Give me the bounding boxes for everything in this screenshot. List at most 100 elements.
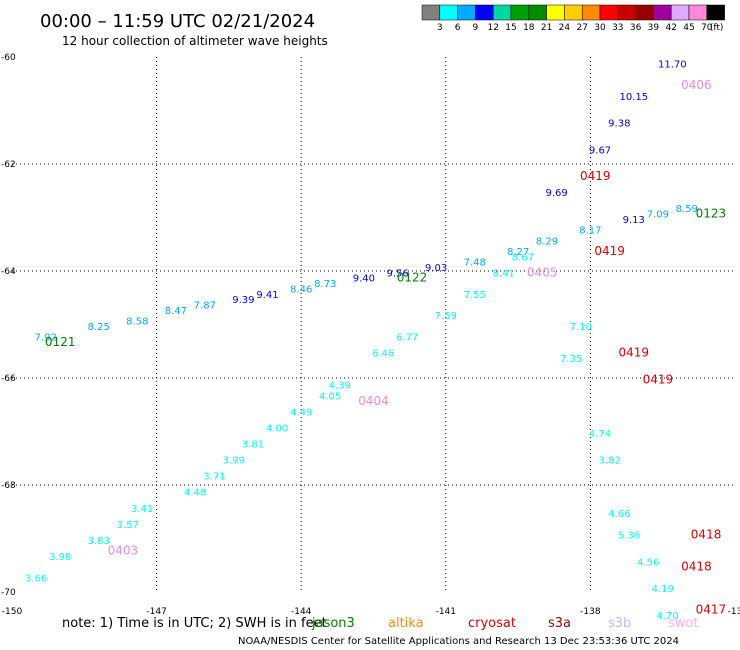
swh-value: 4.49 xyxy=(290,407,312,418)
swh-value: 7.10 xyxy=(570,322,592,333)
colorbar-legend: 3 6 9 12 15 18 21 24 27 30 33 36 39 42 45 70(ft) xyxy=(421,4,725,33)
swh-value: 4.19 xyxy=(652,584,674,595)
swh-value: 8.58 xyxy=(126,317,148,328)
colorbar-swatch xyxy=(670,4,690,21)
swh-value: 3.83 xyxy=(88,536,110,547)
colorbar-swatch xyxy=(492,4,512,21)
colorbar-tick-label: 9 xyxy=(473,23,479,33)
swh-value: 7.35 xyxy=(560,354,582,365)
pass-time-label: 0405 xyxy=(527,265,558,279)
pass-time-labels: 0121 0122 0123 0404 0405 0406 0403 0419 0419 0419… xyxy=(45,78,726,616)
swh-value: 8.73 xyxy=(314,279,336,290)
colorbar-swatch xyxy=(706,4,725,21)
swh-value: 4.66 xyxy=(608,509,630,520)
chart-title: 00:00 – 11:59 UTC 02/21/2024 xyxy=(40,11,315,32)
satellite-legend: jason3 altika cryosat s3a s3b swot xyxy=(311,616,698,631)
colorbar-swatch xyxy=(421,4,441,21)
colorbar-tick-label: 12 xyxy=(487,23,498,33)
swh-value: 3.81 xyxy=(242,440,264,451)
swh-value: 7.55 xyxy=(464,290,486,301)
swh-value: 7.87 xyxy=(194,300,216,311)
footnote: note: 1) Time is in UTC; 2) SWH is in fe… xyxy=(62,616,327,631)
colorbar-tick-label: 70 xyxy=(701,23,713,33)
y-tick-label: -68 xyxy=(1,481,16,491)
colorbar-tick-label: 15 xyxy=(505,23,516,33)
colorbar-unit: (ft) xyxy=(710,23,724,33)
x-tick-label: -150 xyxy=(2,607,23,617)
swh-value: 8.17 xyxy=(579,226,601,237)
colorbar-tick-label: 6 xyxy=(455,23,461,33)
pass-time-label: 0404 xyxy=(358,394,389,408)
swh-value: 8.46 xyxy=(290,284,312,295)
satellite-label: swot xyxy=(668,616,698,631)
swh-value: 6.77 xyxy=(396,333,418,344)
colorbar-tick-label: 24 xyxy=(559,23,571,33)
swh-value: 4.70 xyxy=(656,611,678,622)
chart-subtitle: 12 hour collection of altimeter wave hei… xyxy=(62,34,328,48)
swh-value: 4.39 xyxy=(329,381,351,392)
colorbar-tick-label: 45 xyxy=(683,23,694,33)
credit-line: NOAA/NESDIS Center for Satellite Applica… xyxy=(238,636,679,647)
y-tick-label: -62 xyxy=(1,160,16,170)
swh-value: 8.25 xyxy=(88,322,110,333)
pass-time-label: 0418 xyxy=(691,528,722,542)
colorbar-tick-label: 39 xyxy=(648,23,660,33)
swh-value: 4.05 xyxy=(319,391,341,402)
swh-value: 4.00 xyxy=(266,424,288,435)
swh-value: 9.39 xyxy=(232,295,254,306)
colorbar-swatch xyxy=(688,4,708,21)
swh-value: 8.41 xyxy=(493,268,515,279)
colorbar-swatch xyxy=(653,4,672,21)
colorbar-swatch xyxy=(528,4,547,21)
swh-value: 4.56 xyxy=(637,557,659,568)
swh-value: 6.46 xyxy=(372,349,394,360)
pass-time-label: 0121 xyxy=(45,335,76,349)
pass-time-label: 0419 xyxy=(594,244,625,258)
colorbar-tick-label: 42 xyxy=(665,23,676,33)
satellite-label: cryosat xyxy=(468,616,516,631)
colorbar-swatch xyxy=(546,4,565,21)
swh-value: 8.29 xyxy=(536,236,558,247)
x-tick-label: -141 xyxy=(436,607,456,617)
colorbar-tick-label: 18 xyxy=(523,23,535,33)
swh-value: 9.41 xyxy=(256,290,278,301)
swh-value: 7.09 xyxy=(647,210,669,221)
satellite-label: s3b xyxy=(608,616,631,631)
swh-value: 9.69 xyxy=(546,188,568,199)
swh-value: 10.15 xyxy=(619,92,648,103)
swh-value: 9.56 xyxy=(386,268,408,279)
swh-value: 8.67 xyxy=(512,252,534,263)
colorbar-swatch xyxy=(564,4,583,21)
satellite-label: altika xyxy=(388,616,424,631)
colorbar-tick-label: 33 xyxy=(612,23,623,33)
pass-time-label: 0406 xyxy=(681,78,712,92)
pass-time-label: 0417 xyxy=(696,602,727,616)
colorbar-swatch xyxy=(457,4,476,21)
swh-points: 7.92 8.25 8.58 8.47 7.87 8.46 8.73 7.48 8.27 8.29… xyxy=(25,60,698,622)
swh-value: 11.70 xyxy=(658,60,687,71)
y-tick-label: -60 xyxy=(1,53,16,63)
x-tick-label: -13 xyxy=(728,607,740,617)
swh-value: 7.59 xyxy=(435,311,457,322)
swh-value: 3.66 xyxy=(25,573,47,584)
swh-value: 3.99 xyxy=(223,456,245,467)
swh-value: 9.67 xyxy=(589,145,611,156)
swh-value: 9.40 xyxy=(353,274,375,285)
swh-value: 3.82 xyxy=(599,456,621,467)
swh-value: 9.38 xyxy=(608,119,630,130)
pass-time-label: 0403 xyxy=(108,544,139,558)
x-tick-label: -144 xyxy=(291,607,312,617)
pass-time-label: 0418 xyxy=(681,560,712,574)
swh-value: 9.13 xyxy=(623,215,645,226)
x-tick-label: -138 xyxy=(580,607,601,617)
swh-value: 3.41 xyxy=(131,504,153,515)
satellite-label: jason3 xyxy=(311,616,355,631)
colorbar-tick-label: 3 xyxy=(437,23,443,33)
swh-value: 8.27 xyxy=(507,247,529,258)
swh-value: 7.92 xyxy=(35,333,57,344)
swh-value: 4.48 xyxy=(184,488,206,499)
colorbar-swatch xyxy=(439,4,458,21)
pass-time-label: 0419 xyxy=(643,372,674,386)
y-tick-label: -70 xyxy=(1,588,16,598)
